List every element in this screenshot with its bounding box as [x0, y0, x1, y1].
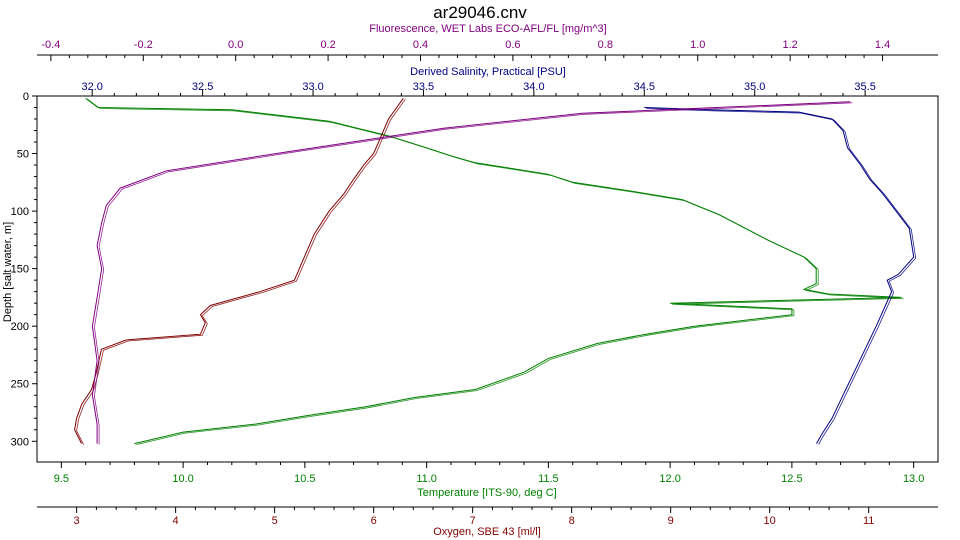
tick-label-sal: 35.5 [854, 81, 875, 93]
tick-label-sal: 34.0 [523, 81, 544, 93]
plot-frame [36, 95, 939, 463]
tick-label-fluor: 0.0 [228, 39, 243, 51]
series-line-oxy-upcast [76, 99, 406, 445]
series-layer [74, 97, 917, 445]
axis-title-temperature: Temperature [ITS-90, deg C] [417, 487, 556, 499]
tick-label-temp: 12.0 [659, 473, 680, 485]
tick-label-temp: 11.0 [416, 473, 437, 485]
tick-label-fluor: 0.2 [320, 39, 335, 51]
tick-group-temperature: 9.5 10.0 10.5 11.0 11.5 12.0 12.5 13.0 [54, 462, 924, 485]
tick-label-fluor: 0.6 [505, 39, 520, 51]
series-line-sal [644, 107, 915, 444]
axis-title-oxygen: Oxygen, SBE 43 [ml/l] [433, 526, 541, 538]
tick-label-sal: 34.5 [634, 81, 655, 93]
tick-group-oxygen: 3 4 5 6 7 8 9 10 11 [74, 507, 874, 527]
tick-label-fluor: -0.4 [41, 39, 60, 51]
top-axis-fluorescence: Fluorescence, WET Labs ECO-AFL/FL [mg/m^… [37, 23, 938, 61]
tick-label-depth: 0 [23, 91, 29, 103]
tick-group-depth: 0 50 100 150 200 250 300 [11, 91, 37, 448]
tick-label-oxy: 4 [173, 515, 179, 527]
tick-label-oxy: 10 [764, 515, 776, 527]
tick-label-fluor: 1.2 [782, 39, 797, 51]
plot-area [36, 95, 939, 463]
tick-label-sal: 33.5 [413, 81, 434, 93]
tick-label-sal: 35.0 [744, 81, 765, 93]
tick-label-oxy: 6 [371, 515, 377, 527]
tick-label-depth: 250 [11, 379, 29, 391]
tick-label-temp: 13.0 [903, 473, 924, 485]
tick-label-oxy: 9 [668, 515, 674, 527]
tick-label-temp: 10.5 [294, 473, 315, 485]
series-line-oxy [74, 98, 404, 444]
left-axis-depth: Depth [salt water, m] 0 50 100 150 200 250 300 [2, 91, 37, 448]
series-line-temp-upcast [87, 98, 904, 445]
top-axis-salinity: Derived Salinity, Practical [PSU] 32.0 32… [81, 66, 876, 96]
tick-label-oxy: 5 [272, 515, 278, 527]
tick-label-depth: 300 [11, 436, 29, 448]
bottom-axis-temperature: Temperature [ITS-90, deg C] 9.5 10.0 10.5 1… [54, 462, 924, 499]
tick-label-sal: 32.0 [81, 81, 102, 93]
chart-title: ar29046.cnv [433, 3, 527, 22]
tick-label-fluor: -0.2 [134, 39, 153, 51]
tick-label-fluor: 0.4 [413, 39, 428, 51]
tick-group-salinity: 32.0 32.5 33.0 33.5 34.0 34.5 35.0 35.5 [81, 81, 876, 96]
tick-label-temp: 9.5 [54, 473, 69, 485]
bottom-axis-oxygen: Oxygen, SBE 43 [ml/l] 3 4 5 6 7 8 9 10 11 [37, 506, 938, 538]
tick-label-oxy: 7 [470, 515, 476, 527]
tick-label-temp: 10.0 [172, 473, 193, 485]
tick-label-sal: 32.5 [192, 81, 213, 93]
tick-label-sal: 33.0 [302, 81, 323, 93]
tick-label-fluor: 1.4 [875, 39, 890, 51]
series-line-temp [85, 97, 902, 445]
tick-label-depth: 50 [17, 149, 29, 161]
tick-label-oxy: 8 [569, 515, 575, 527]
tick-label-oxy: 11 [863, 515, 874, 527]
tick-label-temp: 11.5 [538, 473, 559, 485]
series-line-fluor-upcast [93, 102, 853, 445]
series-line-fluor [91, 101, 851, 444]
tick-label-temp: 12.5 [781, 473, 802, 485]
tick-label-oxy: 3 [74, 515, 80, 527]
axis-title-fluorescence: Fluorescence, WET Labs ECO-AFL/FL [mg/m^… [369, 23, 606, 35]
tick-label-depth: 100 [11, 206, 29, 218]
series-line-sal-upcast [646, 108, 917, 445]
tick-label-depth: 150 [11, 264, 29, 276]
tick-label-depth: 200 [11, 321, 29, 333]
tick-group-fluorescence: -0.4 -0.2 0.0 0.2 0.4 0.6 0.8 1.0 1.2 1.4 [41, 39, 890, 61]
tick-label-fluor: 0.8 [598, 39, 613, 51]
tick-label-fluor: 1.0 [690, 39, 705, 51]
axis-title-salinity: Derived Salinity, Practical [PSU] [410, 66, 566, 78]
axis-title-depth: Depth [salt water, m] [2, 222, 14, 322]
